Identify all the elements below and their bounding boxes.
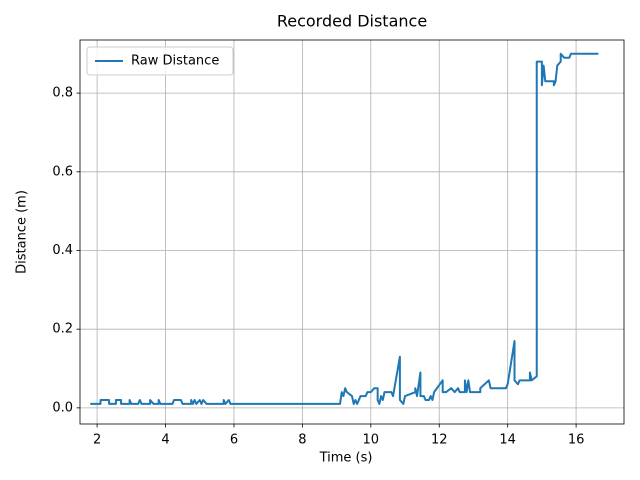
y-tick-label: 0.6 <box>52 164 73 179</box>
x-tick-label: 8 <box>298 433 306 448</box>
axes-frame <box>79 39 625 425</box>
x-tick-label: 10 <box>363 433 380 448</box>
data-line <box>90 52 599 405</box>
y-axis-label: Distance (m) <box>15 190 30 274</box>
y-tick-label: 0.8 <box>52 86 73 101</box>
x-tick-label: 16 <box>568 433 585 448</box>
legend-box <box>86 46 234 76</box>
y-tick-label: 0.2 <box>52 322 73 337</box>
x-tick-label: 14 <box>499 433 516 448</box>
y-tick-label: 0.0 <box>52 400 73 415</box>
x-tick-label: 4 <box>161 433 169 448</box>
x-tick-label: 6 <box>230 433 238 448</box>
legend-label: Raw Distance <box>131 54 219 69</box>
x-axis-label: Time (s) <box>319 451 373 466</box>
x-tick-label: 2 <box>93 433 101 448</box>
chart-title: Recorded Distance <box>277 12 427 31</box>
y-tick-label: 0.4 <box>52 243 73 258</box>
x-tick-label: 12 <box>431 433 448 448</box>
